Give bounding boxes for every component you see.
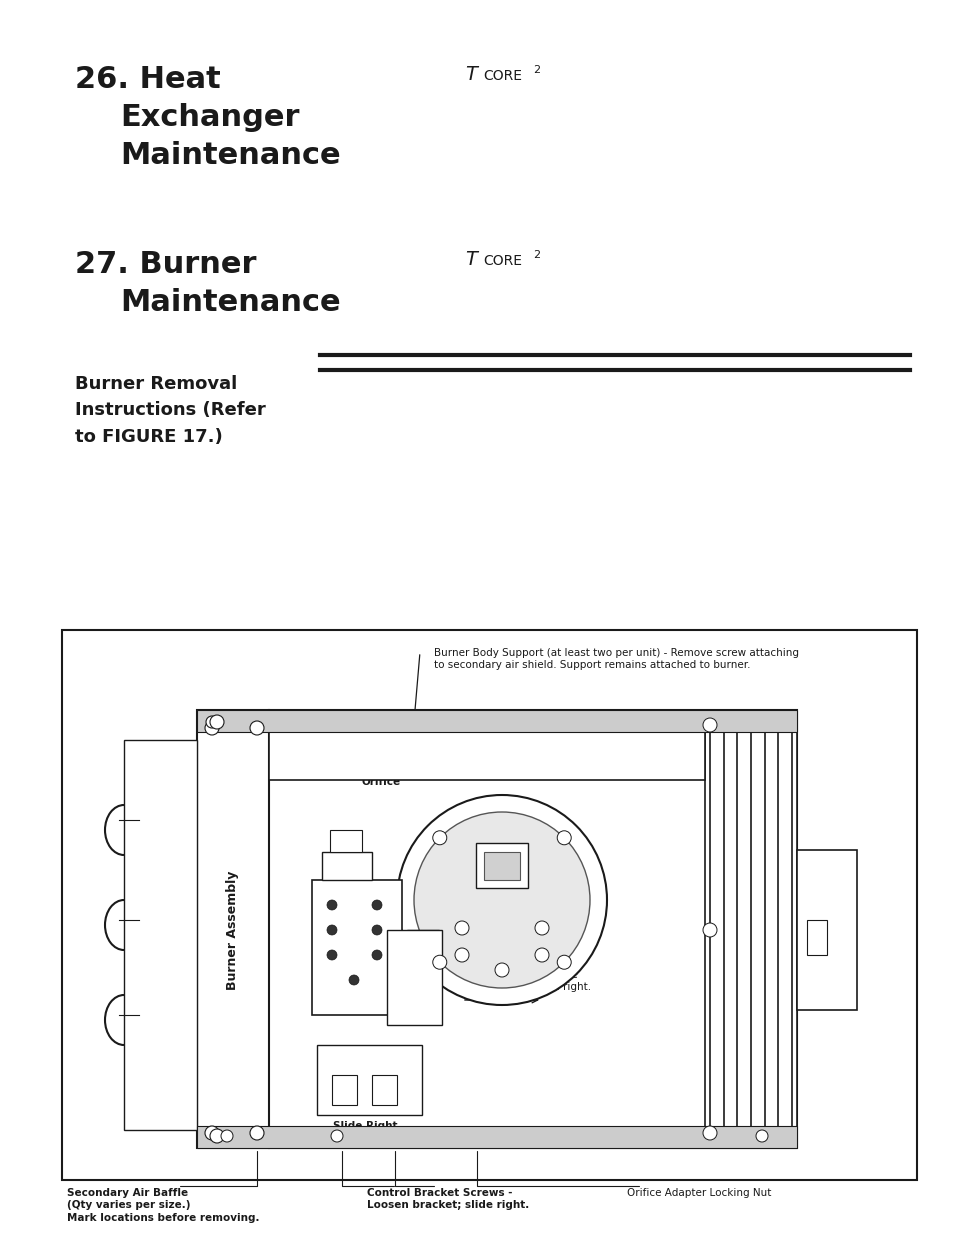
Circle shape xyxy=(535,921,548,935)
Text: CORE: CORE xyxy=(482,254,521,268)
Text: Secondary Air Baffle
(Qty varies per size.)
Mark locations before removing.: Secondary Air Baffle (Qty varies per siz… xyxy=(67,1188,259,1223)
Circle shape xyxy=(433,955,446,969)
Circle shape xyxy=(372,950,381,960)
Circle shape xyxy=(205,1126,219,1140)
Text: Burner Body Support (at least two per unit) - Remove screw attaching
to secondar: Burner Body Support (at least two per un… xyxy=(434,648,799,669)
Bar xyxy=(704,710,796,1149)
Text: Burner Assembly: Burner Assembly xyxy=(225,871,238,989)
Bar xyxy=(196,1126,796,1149)
Circle shape xyxy=(205,721,219,735)
Bar xyxy=(316,1045,421,1115)
Circle shape xyxy=(433,831,446,845)
Circle shape xyxy=(557,831,571,845)
Bar xyxy=(269,710,704,781)
Text: 2: 2 xyxy=(533,249,539,261)
Circle shape xyxy=(372,900,381,910)
Circle shape xyxy=(221,1130,233,1142)
Bar xyxy=(322,852,372,881)
Text: 27. Burner: 27. Burner xyxy=(75,249,256,279)
Circle shape xyxy=(455,921,469,935)
Bar xyxy=(62,630,916,1179)
Bar xyxy=(806,920,826,955)
Circle shape xyxy=(557,955,571,969)
Circle shape xyxy=(414,811,589,988)
Circle shape xyxy=(206,716,218,727)
Bar xyxy=(312,881,401,1015)
Text: Maintenance: Maintenance xyxy=(120,141,340,170)
Circle shape xyxy=(702,923,717,937)
Text: T: T xyxy=(464,249,476,269)
Circle shape xyxy=(327,900,336,910)
Circle shape xyxy=(755,1130,767,1142)
Circle shape xyxy=(702,718,717,732)
Text: Control Bracket Screws -
Loosen bracket; slide right.: Control Bracket Screws - Loosen bracket;… xyxy=(367,1188,529,1210)
Text: Slide right; rotate: Slide right; rotate xyxy=(352,934,443,944)
Circle shape xyxy=(702,1126,717,1140)
Text: CORE: CORE xyxy=(482,69,521,83)
Bar xyxy=(387,930,441,1025)
Circle shape xyxy=(396,795,606,1005)
Circle shape xyxy=(250,721,264,735)
Circle shape xyxy=(331,1130,343,1142)
Circle shape xyxy=(210,1129,224,1144)
Text: Maintenance: Maintenance xyxy=(120,288,340,317)
Text: 26. Heat: 26. Heat xyxy=(75,65,220,94)
Circle shape xyxy=(349,974,358,986)
Text: Burner Removal
Instructions (Refer
to FIGURE 17.): Burner Removal Instructions (Refer to FI… xyxy=(75,375,266,446)
Text: 2: 2 xyxy=(533,65,539,75)
Bar xyxy=(332,1074,356,1105)
Text: Secondary Air Shield: Secondary Air Shield xyxy=(463,713,572,722)
Text: Venturi Tube: Venturi Tube xyxy=(352,918,426,927)
Text: inward; pull out: inward; pull out xyxy=(352,952,434,962)
Circle shape xyxy=(327,950,336,960)
Circle shape xyxy=(327,925,336,935)
Text: Exchanger: Exchanger xyxy=(120,103,299,132)
Circle shape xyxy=(495,963,509,977)
Bar xyxy=(796,850,856,1010)
Bar xyxy=(124,740,196,1130)
Text: T: T xyxy=(464,65,476,84)
Text: Orifice Adapter Locking Nut: Orifice Adapter Locking Nut xyxy=(626,1188,771,1198)
Bar xyxy=(483,852,519,881)
Bar xyxy=(196,710,796,1149)
Text: Gas Valve: Gas Valve xyxy=(456,963,514,973)
Bar xyxy=(372,1074,396,1105)
Bar xyxy=(196,710,796,732)
Circle shape xyxy=(250,1126,264,1140)
Circle shape xyxy=(535,948,548,962)
Circle shape xyxy=(455,948,469,962)
Bar xyxy=(476,844,527,888)
Text: Disconnect gas train at
orifice and outside the
heater; slide to the right.: Disconnect gas train at orifice and outs… xyxy=(459,957,591,992)
Text: Slide Right: Slide Right xyxy=(333,1121,396,1131)
Circle shape xyxy=(210,715,224,729)
Text: Burner
Orifice: Burner Orifice xyxy=(361,764,402,788)
Bar xyxy=(407,930,438,1015)
Bar xyxy=(330,830,361,852)
Circle shape xyxy=(372,925,381,935)
